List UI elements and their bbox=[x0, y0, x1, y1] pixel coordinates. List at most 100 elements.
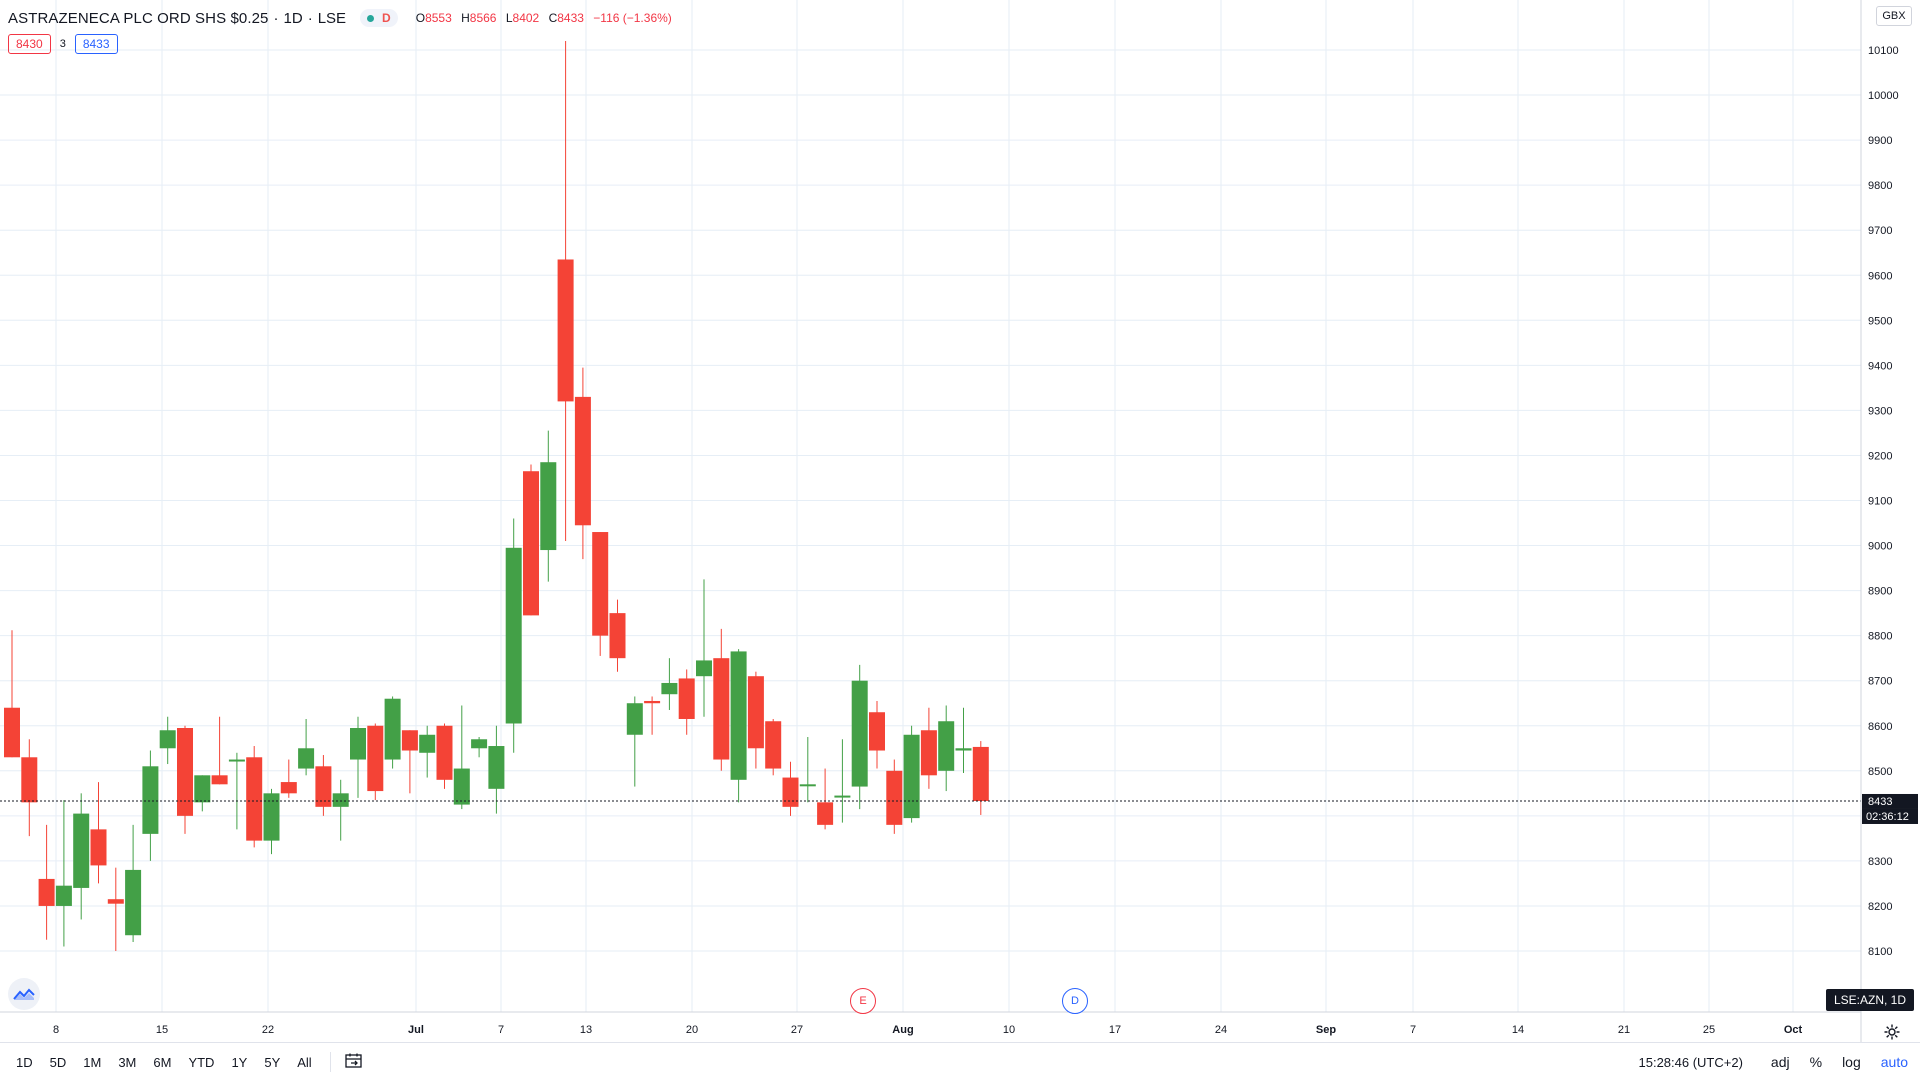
time-tick-label: Aug bbox=[892, 1024, 913, 1036]
candle-body-up bbox=[488, 746, 505, 789]
price-tick-label: 9000 bbox=[1868, 541, 1892, 553]
market-status-letter: D bbox=[382, 11, 391, 25]
percent-scale-toggle[interactable]: % bbox=[1809, 1054, 1823, 1070]
candle-body-down bbox=[367, 725, 384, 792]
spread-value: 3 bbox=[59, 38, 66, 50]
candle-body-down bbox=[315, 766, 332, 807]
range-5y-button[interactable]: 5Y bbox=[264, 1054, 281, 1070]
market-status-dot-icon bbox=[367, 14, 375, 22]
candle-body-up bbox=[626, 703, 643, 735]
range-1d-button[interactable]: 1D bbox=[16, 1054, 33, 1070]
grid-lines bbox=[0, 0, 1861, 1012]
clock-timezone[interactable]: 15:28:46 (UTC+2) bbox=[1638, 1054, 1743, 1070]
ask-button[interactable]: 8433 bbox=[74, 34, 118, 54]
range-5d-button[interactable]: 5D bbox=[49, 1054, 67, 1070]
chart-settings-button[interactable] bbox=[1880, 1020, 1904, 1044]
price-tick-label: 9400 bbox=[1868, 360, 1892, 372]
price-tick-label: 8900 bbox=[1868, 586, 1892, 598]
price-tick-label: 9300 bbox=[1868, 405, 1892, 417]
candle-body-down bbox=[211, 775, 228, 785]
candle-body-up bbox=[696, 660, 712, 677]
candle-body-down bbox=[107, 899, 124, 904]
price-tick-label: 10000 bbox=[1868, 90, 1899, 102]
dividend-event-marker[interactable]: D bbox=[1062, 988, 1088, 1014]
time-tick-label: 7 bbox=[1410, 1024, 1416, 1036]
candle-body-down bbox=[713, 658, 730, 760]
earnings-event-marker[interactable]: E bbox=[850, 988, 876, 1014]
calendar-range-icon bbox=[345, 1053, 362, 1068]
price-tick-label: 9900 bbox=[1868, 135, 1892, 147]
candle-body-down bbox=[886, 770, 903, 825]
candle-body-down bbox=[4, 707, 20, 758]
candle-body-down bbox=[592, 532, 609, 636]
chart-logo-button[interactable] bbox=[8, 978, 40, 1010]
candle-body-down bbox=[644, 700, 661, 704]
open-value: 8553 bbox=[425, 11, 452, 25]
log-scale-toggle[interactable]: log bbox=[1842, 1054, 1861, 1070]
time-tick-label: 8 bbox=[53, 1024, 59, 1036]
adjust-data-toggle[interactable]: adj bbox=[1770, 1054, 1790, 1070]
range-1m-button[interactable]: 1M bbox=[83, 1054, 102, 1070]
auto-scale-toggle[interactable]: auto bbox=[1880, 1054, 1908, 1070]
time-axis[interactable]: 8 15 22 Jul 7 13 20 27 Aug 10 17 24 Sep 7 14 21 25 Oct bbox=[0, 1011, 1861, 1036]
candle-body-up bbox=[350, 728, 366, 760]
candle-body-up bbox=[540, 462, 557, 551]
candle-body-up bbox=[799, 784, 816, 787]
last-price-tag: 8433 bbox=[1868, 796, 1892, 808]
candle-body-down bbox=[609, 613, 626, 659]
low-label: L bbox=[505, 11, 513, 25]
close-value: 8433 bbox=[557, 11, 584, 25]
time-tick-label: 20 bbox=[686, 1024, 698, 1036]
range-6m-button[interactable]: 6M bbox=[153, 1054, 172, 1070]
price-tick-label: 9200 bbox=[1868, 450, 1892, 462]
market-status-badge[interactable]: D bbox=[360, 9, 398, 27]
candlestick-chart[interactable]: 8100820083008400850086008700880089009000… bbox=[0, 0, 1920, 1042]
candle-body-down bbox=[817, 802, 834, 825]
symbol-title[interactable]: ASTRAZENECA PLC ORD SHS $0.25 bbox=[8, 9, 269, 27]
candle-body-down bbox=[869, 712, 885, 751]
candle-body-up bbox=[159, 730, 176, 749]
range-all-button[interactable]: All bbox=[297, 1054, 312, 1070]
candle-body-down bbox=[246, 757, 263, 841]
price-axis[interactable]: 8100820083008400850086008700880089009000… bbox=[1860, 0, 1918, 1042]
interval-label[interactable]: 1D bbox=[283, 9, 303, 27]
candle-body-down bbox=[38, 878, 55, 906]
candle-body-up bbox=[228, 759, 245, 762]
time-tick-label: 24 bbox=[1215, 1024, 1227, 1036]
candle-body-up bbox=[55, 885, 72, 906]
time-tick-label: 10 bbox=[1003, 1024, 1015, 1036]
candle-body-up bbox=[142, 766, 159, 834]
price-tick-label: 9500 bbox=[1868, 315, 1892, 327]
candle-body-up bbox=[419, 734, 436, 753]
low-value: 8402 bbox=[512, 11, 540, 25]
price-tick-label: 8500 bbox=[1868, 766, 1892, 778]
price-tick-label: 8200 bbox=[1868, 901, 1892, 913]
candle-body-up bbox=[505, 547, 522, 724]
time-tick-label: 27 bbox=[791, 1024, 803, 1036]
legend-separator: · bbox=[273, 9, 279, 27]
price-tick-label: 8800 bbox=[1868, 631, 1892, 643]
time-tick-label: 21 bbox=[1618, 1024, 1630, 1036]
high-label: H bbox=[461, 11, 470, 25]
time-tick-label: 15 bbox=[156, 1024, 168, 1036]
price-tick-label: 8600 bbox=[1868, 721, 1892, 733]
candle-body-up bbox=[903, 734, 920, 819]
candle-body-down bbox=[401, 730, 418, 751]
range-ytd-button[interactable]: YTD bbox=[188, 1054, 215, 1070]
candle-body-down bbox=[574, 396, 591, 526]
range-3m-button[interactable]: 3M bbox=[118, 1054, 137, 1070]
candle-body-up bbox=[194, 775, 211, 803]
time-tick-label: 25 bbox=[1703, 1024, 1715, 1036]
candle-body-up bbox=[471, 739, 488, 749]
countdown-tag-bg bbox=[1862, 808, 1918, 824]
price-tick-label: 8300 bbox=[1868, 856, 1892, 868]
candle-body-down bbox=[90, 829, 107, 866]
close-label: C bbox=[548, 11, 558, 25]
date-range-button[interactable] bbox=[345, 1053, 363, 1072]
candle-body-down bbox=[747, 676, 764, 749]
range-1y-button[interactable]: 1Y bbox=[231, 1054, 248, 1070]
currency-badge[interactable]: GBX bbox=[1876, 6, 1912, 26]
open-label: O bbox=[415, 11, 426, 25]
bid-button[interactable]: 8430 bbox=[8, 34, 51, 54]
time-tick-label: 17 bbox=[1109, 1024, 1121, 1036]
